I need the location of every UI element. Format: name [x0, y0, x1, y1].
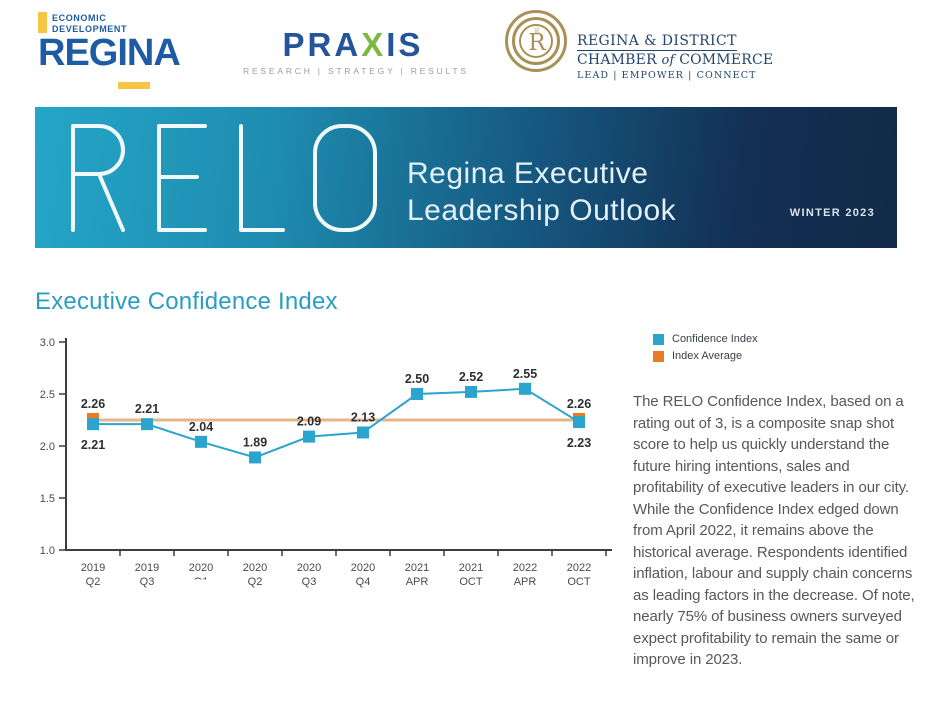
- chamber-text-block: REGINA & DISTRICT CHAMBER of COMMERCE LE…: [577, 6, 773, 81]
- svg-text:2019: 2019: [81, 562, 105, 574]
- edr-tagline: ECONOMIC DEVELOPMENT: [52, 12, 127, 34]
- svg-text:1.5: 1.5: [40, 493, 55, 505]
- svg-text:2.23: 2.23: [567, 436, 591, 450]
- svg-text:2.21: 2.21: [81, 438, 105, 452]
- legend-label-index-average: Index Average: [672, 350, 743, 362]
- svg-text:Q2: Q2: [86, 576, 101, 588]
- economic-development-regina-logo: ECONOMIC DEVELOPMENT REGINA: [38, 12, 188, 89]
- commentary-paragraph: The RELO Confidence Index, based on a ra…: [633, 393, 915, 668]
- chamber-motto: LEAD | EMPOWER | CONNECT: [577, 70, 757, 81]
- svg-text:2019: 2019: [135, 562, 159, 574]
- svg-text:1.0: 1.0: [40, 545, 55, 557]
- chamber-line1: REGINA & DISTRICT: [577, 33, 737, 51]
- svg-text:2.04: 2.04: [189, 420, 213, 434]
- banner-subtitle-line2: Leadership Outlook: [407, 194, 677, 227]
- svg-text:2020: 2020: [243, 562, 267, 574]
- svg-text:2.09: 2.09: [297, 415, 321, 429]
- svg-text:2022: 2022: [567, 562, 591, 574]
- svg-text:Q4: Q4: [356, 576, 371, 588]
- chamber-crest-icon: ♕ R: [503, 6, 571, 78]
- svg-text:2020: 2020: [189, 562, 213, 574]
- edr-tagline-block: ECONOMIC DEVELOPMENT: [38, 12, 188, 34]
- confidence-index-swatch-icon: [653, 333, 664, 345]
- svg-text:2021: 2021: [405, 562, 429, 574]
- svg-text:OCT: OCT: [567, 576, 591, 588]
- svg-text:2.50: 2.50: [405, 372, 429, 386]
- svg-text:3.0: 3.0: [40, 337, 55, 349]
- section-title: Executive Confidence Index: [35, 288, 338, 315]
- relo-banner: RELO Regina Executive Leadership Outlook…: [35, 107, 897, 248]
- confidence-index-chart: 3.02.52.01.51.02019Q22019Q32020Q12020Q22…: [30, 330, 630, 594]
- svg-text:APR: APR: [514, 576, 537, 588]
- svg-text:2.13: 2.13: [351, 410, 375, 424]
- edr-yellow-bar-icon: [38, 12, 47, 33]
- chamber-monogram: R: [528, 30, 546, 56]
- banner-season-label: WINTER 2023: [789, 207, 875, 219]
- chamber-line2: CHAMBER of COMMERCE: [577, 52, 774, 68]
- chart-legend: Confidence Index Index Average: [653, 333, 758, 367]
- svg-text:1.89: 1.89: [243, 435, 267, 449]
- praxis-x: X: [361, 26, 387, 63]
- svg-text:2.52: 2.52: [459, 370, 483, 384]
- svg-text:Q3: Q3: [140, 576, 155, 588]
- svg-text:2.26: 2.26: [81, 397, 105, 411]
- banner-subtitle-line1: Regina Executive: [407, 157, 649, 190]
- relo-logotype: [71, 124, 377, 232]
- edr-yellow-underline-icon: [118, 82, 150, 89]
- praxis-wordmark: PRAXIS: [243, 28, 463, 62]
- svg-text:2021: 2021: [459, 562, 483, 574]
- svg-text:2.5: 2.5: [40, 389, 55, 401]
- praxis-is: IS: [386, 26, 424, 63]
- chamber-of-commerce-logo: ♕ R REGINA & DISTRICT CHAMBER of COMMERC…: [503, 6, 773, 81]
- confidence-index-chart-svg: 3.02.52.01.51.02019Q22019Q32020Q12020Q22…: [40, 337, 612, 589]
- legend-label-confidence-index: Confidence Index: [672, 333, 758, 345]
- svg-text:2.55: 2.55: [513, 367, 537, 381]
- svg-text:2.21: 2.21: [135, 402, 159, 416]
- legend-item-confidence-index: Confidence Index: [653, 333, 758, 345]
- svg-text:2020: 2020: [351, 562, 375, 574]
- praxis-tagline: RESEARCH | STRATEGY | RESULTS: [243, 66, 469, 76]
- svg-text:Q3: Q3: [302, 576, 317, 588]
- praxis-pra: PRA: [282, 26, 362, 63]
- svg-text:APR: APR: [406, 576, 429, 588]
- crown-icon: ♕: [533, 26, 541, 35]
- praxis-logo: PRAXIS RESEARCH | STRATEGY | RESULTS: [243, 28, 469, 77]
- svg-text:2020: 2020: [297, 562, 321, 574]
- svg-text:Q2: Q2: [248, 576, 263, 588]
- edr-tagline-line1: ECONOMIC: [52, 13, 107, 23]
- svg-text:2.0: 2.0: [40, 441, 55, 453]
- banner-subtitle: Regina Executive Leadership Outlook: [407, 155, 676, 229]
- legend-item-index-average: Index Average: [653, 350, 758, 362]
- svg-text:OCT: OCT: [459, 576, 483, 588]
- index-average-swatch-icon: [653, 350, 664, 362]
- relo-title-text: RELO: [35, 107, 36, 108]
- edr-wordmark: REGINA: [38, 32, 181, 74]
- edr-tagline-line2: DEVELOPMENT: [52, 23, 128, 34]
- svg-text:2.26: 2.26: [567, 397, 591, 411]
- svg-text:2022: 2022: [513, 562, 537, 574]
